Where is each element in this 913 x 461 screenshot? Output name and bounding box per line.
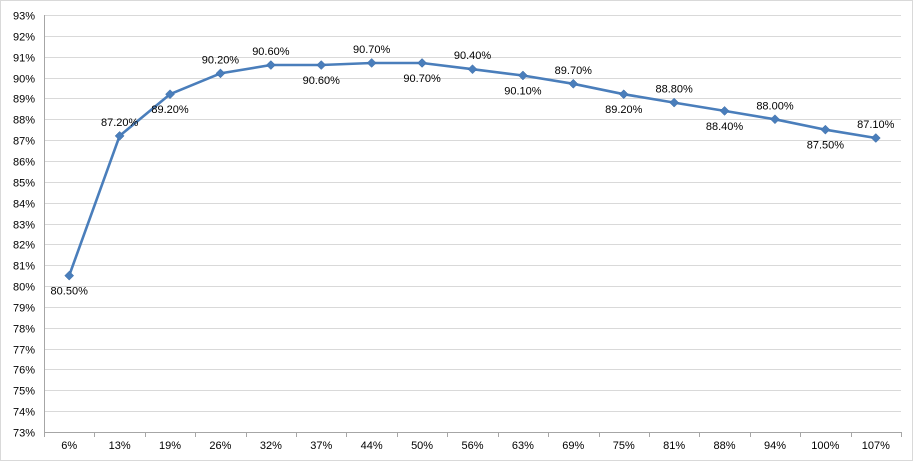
data-label: 90.10% bbox=[504, 85, 542, 97]
y-tick-label: 82% bbox=[13, 240, 35, 252]
series bbox=[64, 58, 881, 281]
y-tick-label: 79% bbox=[13, 303, 35, 315]
x-tick-label: 81% bbox=[663, 440, 685, 452]
data-point-marker bbox=[417, 58, 427, 68]
y-tick-label: 85% bbox=[13, 178, 35, 190]
data-label: 87.50% bbox=[807, 140, 845, 152]
data-point-marker bbox=[316, 60, 327, 70]
data-point-marker bbox=[518, 70, 528, 81]
data-point-marker bbox=[114, 131, 125, 141]
data-label: 89.20% bbox=[151, 104, 189, 116]
data-point-marker bbox=[618, 89, 629, 100]
data-point-marker bbox=[820, 124, 831, 135]
data-point-marker bbox=[165, 89, 175, 100]
x-tick-label: 44% bbox=[361, 440, 383, 452]
data-point-marker bbox=[467, 64, 478, 75]
x-tick-label: 100% bbox=[811, 440, 839, 452]
data-label: 90.70% bbox=[353, 44, 391, 56]
x-tick-label: 13% bbox=[109, 440, 131, 452]
x-tick-label: 32% bbox=[260, 440, 282, 452]
x-tick-label: 6% bbox=[61, 440, 77, 452]
data-label: 88.40% bbox=[706, 121, 744, 133]
y-tick-label: 73% bbox=[13, 428, 35, 440]
x-tick-label: 107% bbox=[862, 440, 890, 452]
y-tick-label: 83% bbox=[13, 220, 35, 232]
y-tick-label: 91% bbox=[13, 53, 35, 65]
data-point-marker bbox=[265, 60, 276, 70]
x-axis-tick-labels: 6% 13% 19% 26% 32% 37% 44% 50% 56% 63% 69% 75% 81% 88… bbox=[61, 440, 890, 452]
data-point-marker bbox=[870, 133, 881, 143]
y-tick-label: 75% bbox=[13, 386, 35, 398]
data-label: 88.00% bbox=[756, 100, 794, 112]
y-tick-label: 77% bbox=[13, 345, 35, 357]
x-tick-label: 88% bbox=[714, 440, 736, 452]
x-tick-label: 56% bbox=[461, 440, 483, 452]
data-point-marker bbox=[719, 106, 730, 116]
data-label: 90.60% bbox=[303, 75, 341, 87]
x-tick-label: 63% bbox=[512, 440, 534, 452]
y-tick-label: 92% bbox=[13, 32, 35, 44]
data-label: 90.40% bbox=[454, 50, 492, 62]
data-point-marker bbox=[215, 68, 226, 79]
data-point-marker bbox=[366, 58, 377, 68]
y-tick-label: 81% bbox=[13, 261, 35, 273]
y-tick-label: 90% bbox=[13, 74, 35, 86]
data-label: 90.60% bbox=[252, 46, 290, 58]
data-label: 90.20% bbox=[202, 54, 240, 66]
y-tick-label: 93% bbox=[13, 11, 35, 23]
y-axis-tick-labels: 73% 74% 75% 76% 77% 78% 79% 80% 81% 82% 83% 84% 85% 8… bbox=[13, 11, 35, 440]
y-tick-label: 84% bbox=[13, 199, 35, 211]
data-label: 89.70% bbox=[555, 65, 593, 77]
y-tick-label: 88% bbox=[13, 115, 35, 127]
x-tick-label: 69% bbox=[562, 440, 584, 452]
gridlines bbox=[44, 15, 902, 437]
x-tick-label: 19% bbox=[159, 440, 181, 452]
data-label: 80.50% bbox=[51, 286, 89, 298]
data-point-marker bbox=[770, 114, 780, 125]
data-point-marker bbox=[669, 97, 680, 108]
y-tick-label: 80% bbox=[13, 282, 35, 294]
x-tick-label: 75% bbox=[613, 440, 635, 452]
x-tick-label: 26% bbox=[209, 440, 231, 452]
data-label: 87.20% bbox=[101, 117, 139, 129]
data-label: 87.10% bbox=[857, 119, 895, 131]
series-line bbox=[67, 61, 877, 277]
x-tick-label: 37% bbox=[310, 440, 332, 452]
y-tick-label: 86% bbox=[13, 157, 35, 169]
x-tick-label: 50% bbox=[411, 440, 433, 452]
y-tick-label: 89% bbox=[13, 94, 35, 106]
data-labels: 80.50% 87.20% 89.20% 90.20% 90.60% 90.60% 90.7… bbox=[51, 44, 895, 298]
data-label: 89.20% bbox=[605, 104, 643, 116]
y-tick-label: 74% bbox=[13, 407, 35, 419]
x-tick-label: 94% bbox=[764, 440, 786, 452]
data-point-marker bbox=[568, 78, 579, 89]
y-tick-label: 76% bbox=[13, 365, 35, 377]
y-tick-label: 78% bbox=[13, 324, 35, 336]
data-label: 90.70% bbox=[403, 73, 441, 85]
data-point-marker bbox=[64, 270, 75, 281]
data-label: 88.80% bbox=[655, 84, 693, 96]
y-tick-label: 87% bbox=[13, 136, 35, 148]
